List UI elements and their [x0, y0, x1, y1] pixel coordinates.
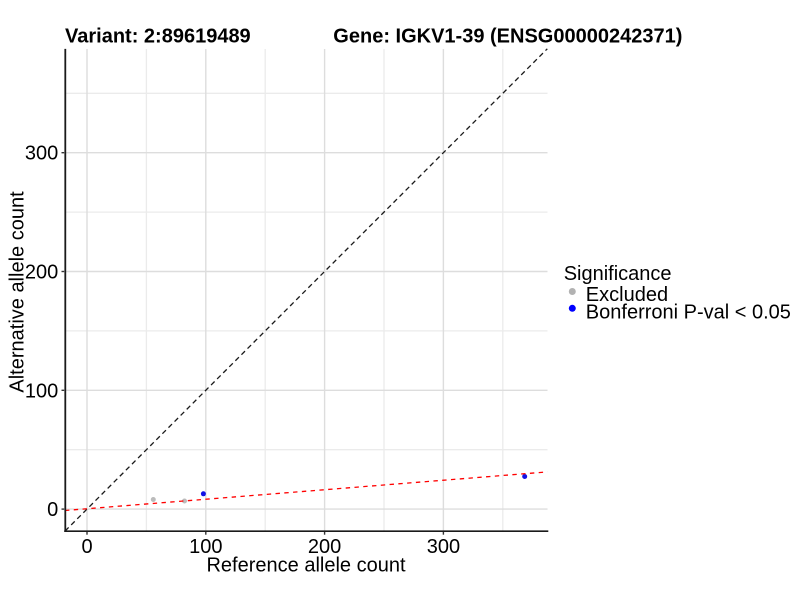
svg-text:Excluded: Excluded — [586, 284, 668, 306]
svg-text:100: 100 — [25, 380, 58, 402]
svg-text:Bonferroni P-val < 0.05: Bonferroni P-val < 0.05 — [586, 301, 791, 323]
svg-text:Gene: IGKV1-39 (ENSG0000024237: Gene: IGKV1-39 (ENSG00000242371) — [333, 26, 682, 48]
svg-text:Variant: 2:89619489: Variant: 2:89619489 — [65, 26, 251, 48]
svg-text:Alternative allele count: Alternative allele count — [7, 191, 29, 393]
svg-text:200: 200 — [308, 536, 341, 558]
svg-text:Reference allele count: Reference allele count — [206, 555, 405, 577]
svg-text:300: 300 — [25, 143, 58, 165]
svg-text:0: 0 — [47, 499, 58, 521]
svg-text:100: 100 — [189, 536, 222, 558]
svg-text:300: 300 — [427, 536, 460, 558]
svg-text:200: 200 — [25, 262, 58, 284]
svg-text:0: 0 — [81, 536, 92, 558]
svg-text:Significance: Significance — [564, 263, 672, 285]
